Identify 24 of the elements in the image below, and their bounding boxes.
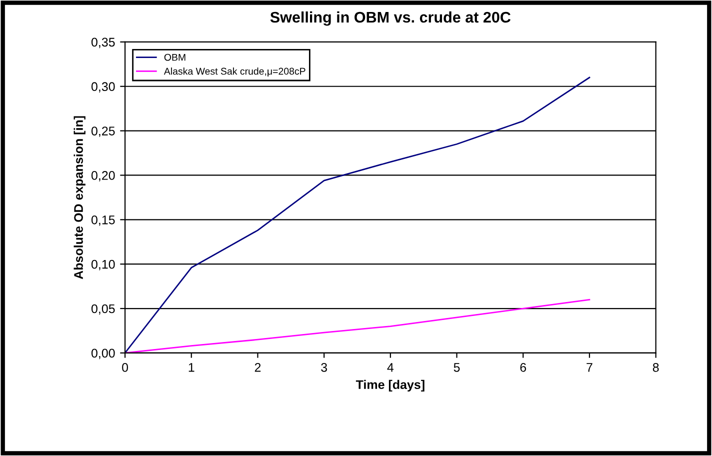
x-tick-label: 6 (520, 362, 526, 372)
x-tick-label: 3 (321, 362, 327, 372)
legend-label: Alaska West Sak crude,μ=208cP (164, 68, 306, 76)
line-series (125, 76, 590, 353)
y-tick-label: 0,15 (91, 215, 115, 226)
y-tick-label: 0,00 (91, 348, 115, 360)
x-tick-label: 1 (188, 363, 194, 372)
y-tick-label: 0,35 (91, 38, 115, 48)
y-tick-label: 0,20 (91, 171, 115, 182)
x-tick-label: 8 (652, 362, 659, 372)
y-tick-label: 0,30 (91, 82, 115, 93)
x-tick-label: 2 (254, 362, 261, 372)
x-axis-title: Time [days] (356, 380, 424, 392)
x-tick-label: 4 (387, 363, 394, 372)
line-series (125, 298, 590, 353)
y-tick-label: 0,25 (91, 126, 115, 137)
x-tick-label: 5 (454, 363, 460, 372)
x-tick-label: 0 (122, 362, 128, 372)
y-tick-label: 0,10 (91, 260, 115, 270)
x-tick-label: 7 (586, 363, 592, 372)
legend-label: OBM (164, 54, 186, 61)
y-tick-label: 0,05 (91, 304, 115, 315)
y-axis-title: Absolute OD expansion [in] (74, 116, 86, 280)
chart-title: Swelling in OBM vs. crude at 20C (270, 11, 511, 26)
